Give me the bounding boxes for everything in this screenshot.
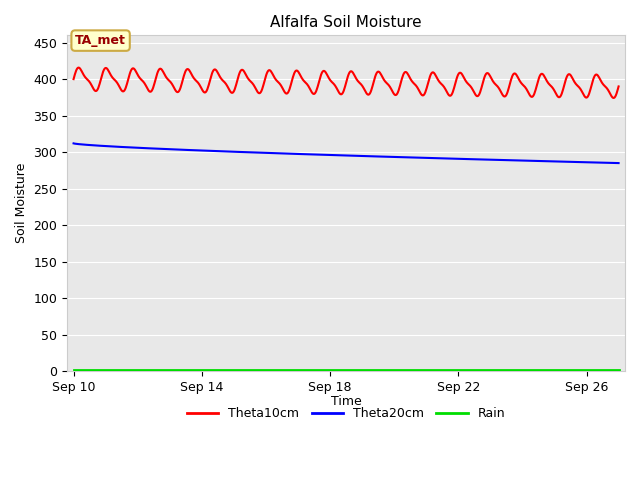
Title: Alfalfa Soil Moisture: Alfalfa Soil Moisture: [270, 15, 422, 30]
Legend: Theta10cm, Theta20cm, Rain: Theta10cm, Theta20cm, Rain: [182, 402, 510, 425]
X-axis label: Time: Time: [331, 395, 362, 408]
Y-axis label: Soil Moisture: Soil Moisture: [15, 163, 28, 243]
Text: TA_met: TA_met: [75, 34, 126, 47]
